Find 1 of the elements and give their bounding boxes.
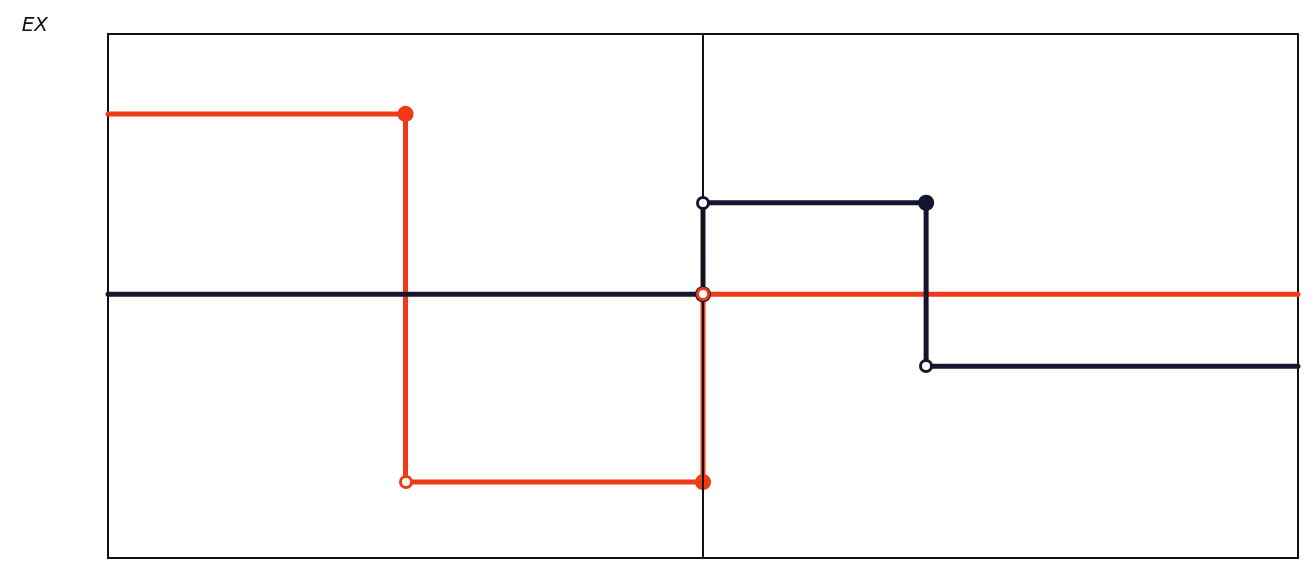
y-axis-title: EX — [21, 12, 50, 36]
